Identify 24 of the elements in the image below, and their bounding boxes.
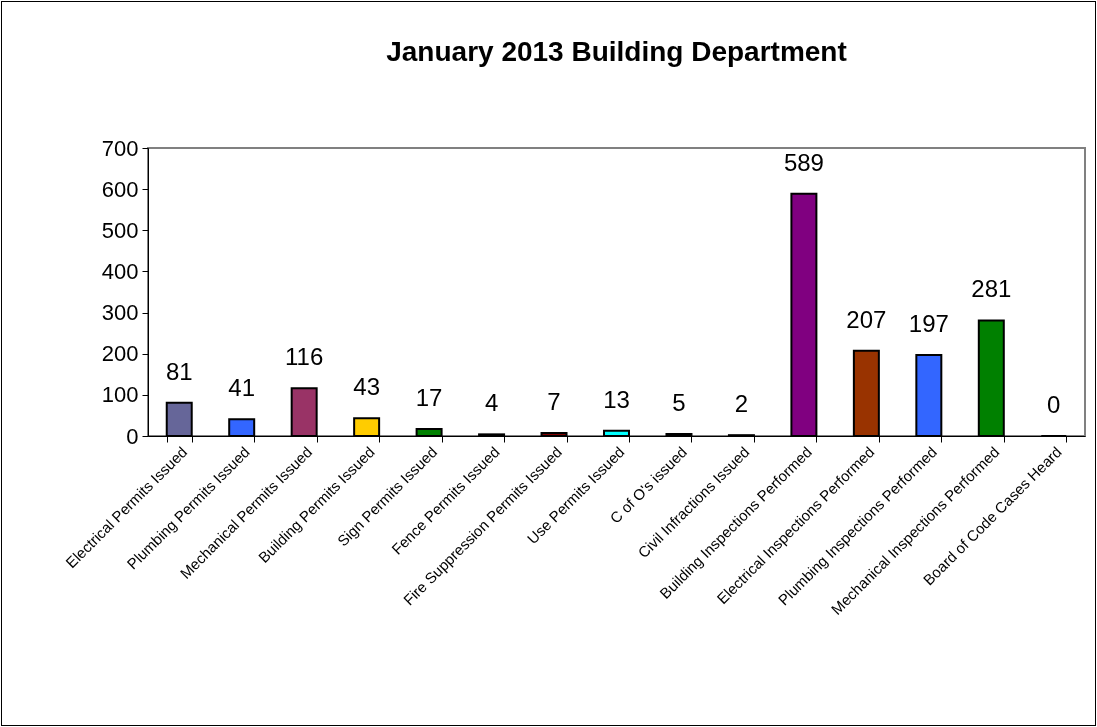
y-tick-label: 400 [101, 258, 139, 284]
data-label: 589 [783, 148, 824, 176]
y-tick-label: 200 [101, 341, 139, 367]
y-tick-label: 300 [101, 300, 139, 326]
y-tick-label: 700 [101, 135, 139, 161]
chart-title: January 2013 Building Department [386, 36, 847, 67]
y-tick-label: 0 [126, 423, 139, 449]
data-label: 116 [285, 343, 324, 371]
data-label: 17 [415, 384, 443, 412]
data-label: 2 [734, 390, 749, 418]
data-label: 4 [484, 389, 499, 417]
data-label: 207 [846, 305, 887, 333]
data-label: 13 [603, 385, 630, 413]
data-label: 281 [971, 275, 1012, 303]
data-label: 7 [547, 388, 561, 416]
data-label: 43 [353, 373, 380, 401]
y-tick-label: 100 [101, 382, 139, 408]
data-label: 81 [165, 357, 193, 385]
y-tick-label: 600 [101, 176, 139, 202]
data-label: 5 [672, 388, 686, 416]
y-tick-label: 500 [101, 217, 139, 243]
data-label: 197 [908, 309, 949, 337]
data-label: 41 [228, 374, 256, 402]
data-label: 0 [1047, 391, 1061, 418]
